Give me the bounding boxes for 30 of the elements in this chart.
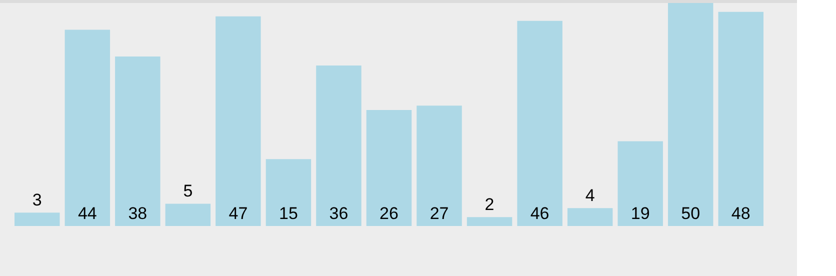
bar (366, 110, 412, 226)
data-label: 3 (32, 190, 42, 210)
data-label: 15 (279, 204, 298, 223)
bar (14, 212, 60, 226)
bar (668, 3, 714, 226)
data-label: 50 (681, 204, 700, 223)
bar (115, 56, 160, 226)
data-label: 46 (530, 204, 550, 223)
bar (718, 12, 764, 226)
data-label: 36 (329, 204, 348, 223)
data-label: 5 (183, 182, 193, 201)
bar (216, 16, 261, 226)
data-label: 44 (78, 204, 97, 223)
bar (416, 106, 462, 226)
bar (517, 20, 562, 226)
data-label: 47 (228, 204, 248, 223)
data-label: 2 (484, 195, 494, 214)
data-label: 4 (585, 186, 595, 206)
data-label: 38 (128, 204, 148, 223)
data-label: 27 (430, 204, 449, 223)
bar (165, 204, 211, 226)
bar (567, 208, 613, 226)
bar (618, 141, 663, 226)
data-label: 19 (630, 204, 650, 223)
bar (466, 217, 512, 226)
bar (266, 159, 312, 226)
bar (64, 30, 110, 226)
data-label: 48 (731, 204, 750, 223)
data-label: 26 (380, 204, 398, 223)
bar (316, 65, 362, 226)
